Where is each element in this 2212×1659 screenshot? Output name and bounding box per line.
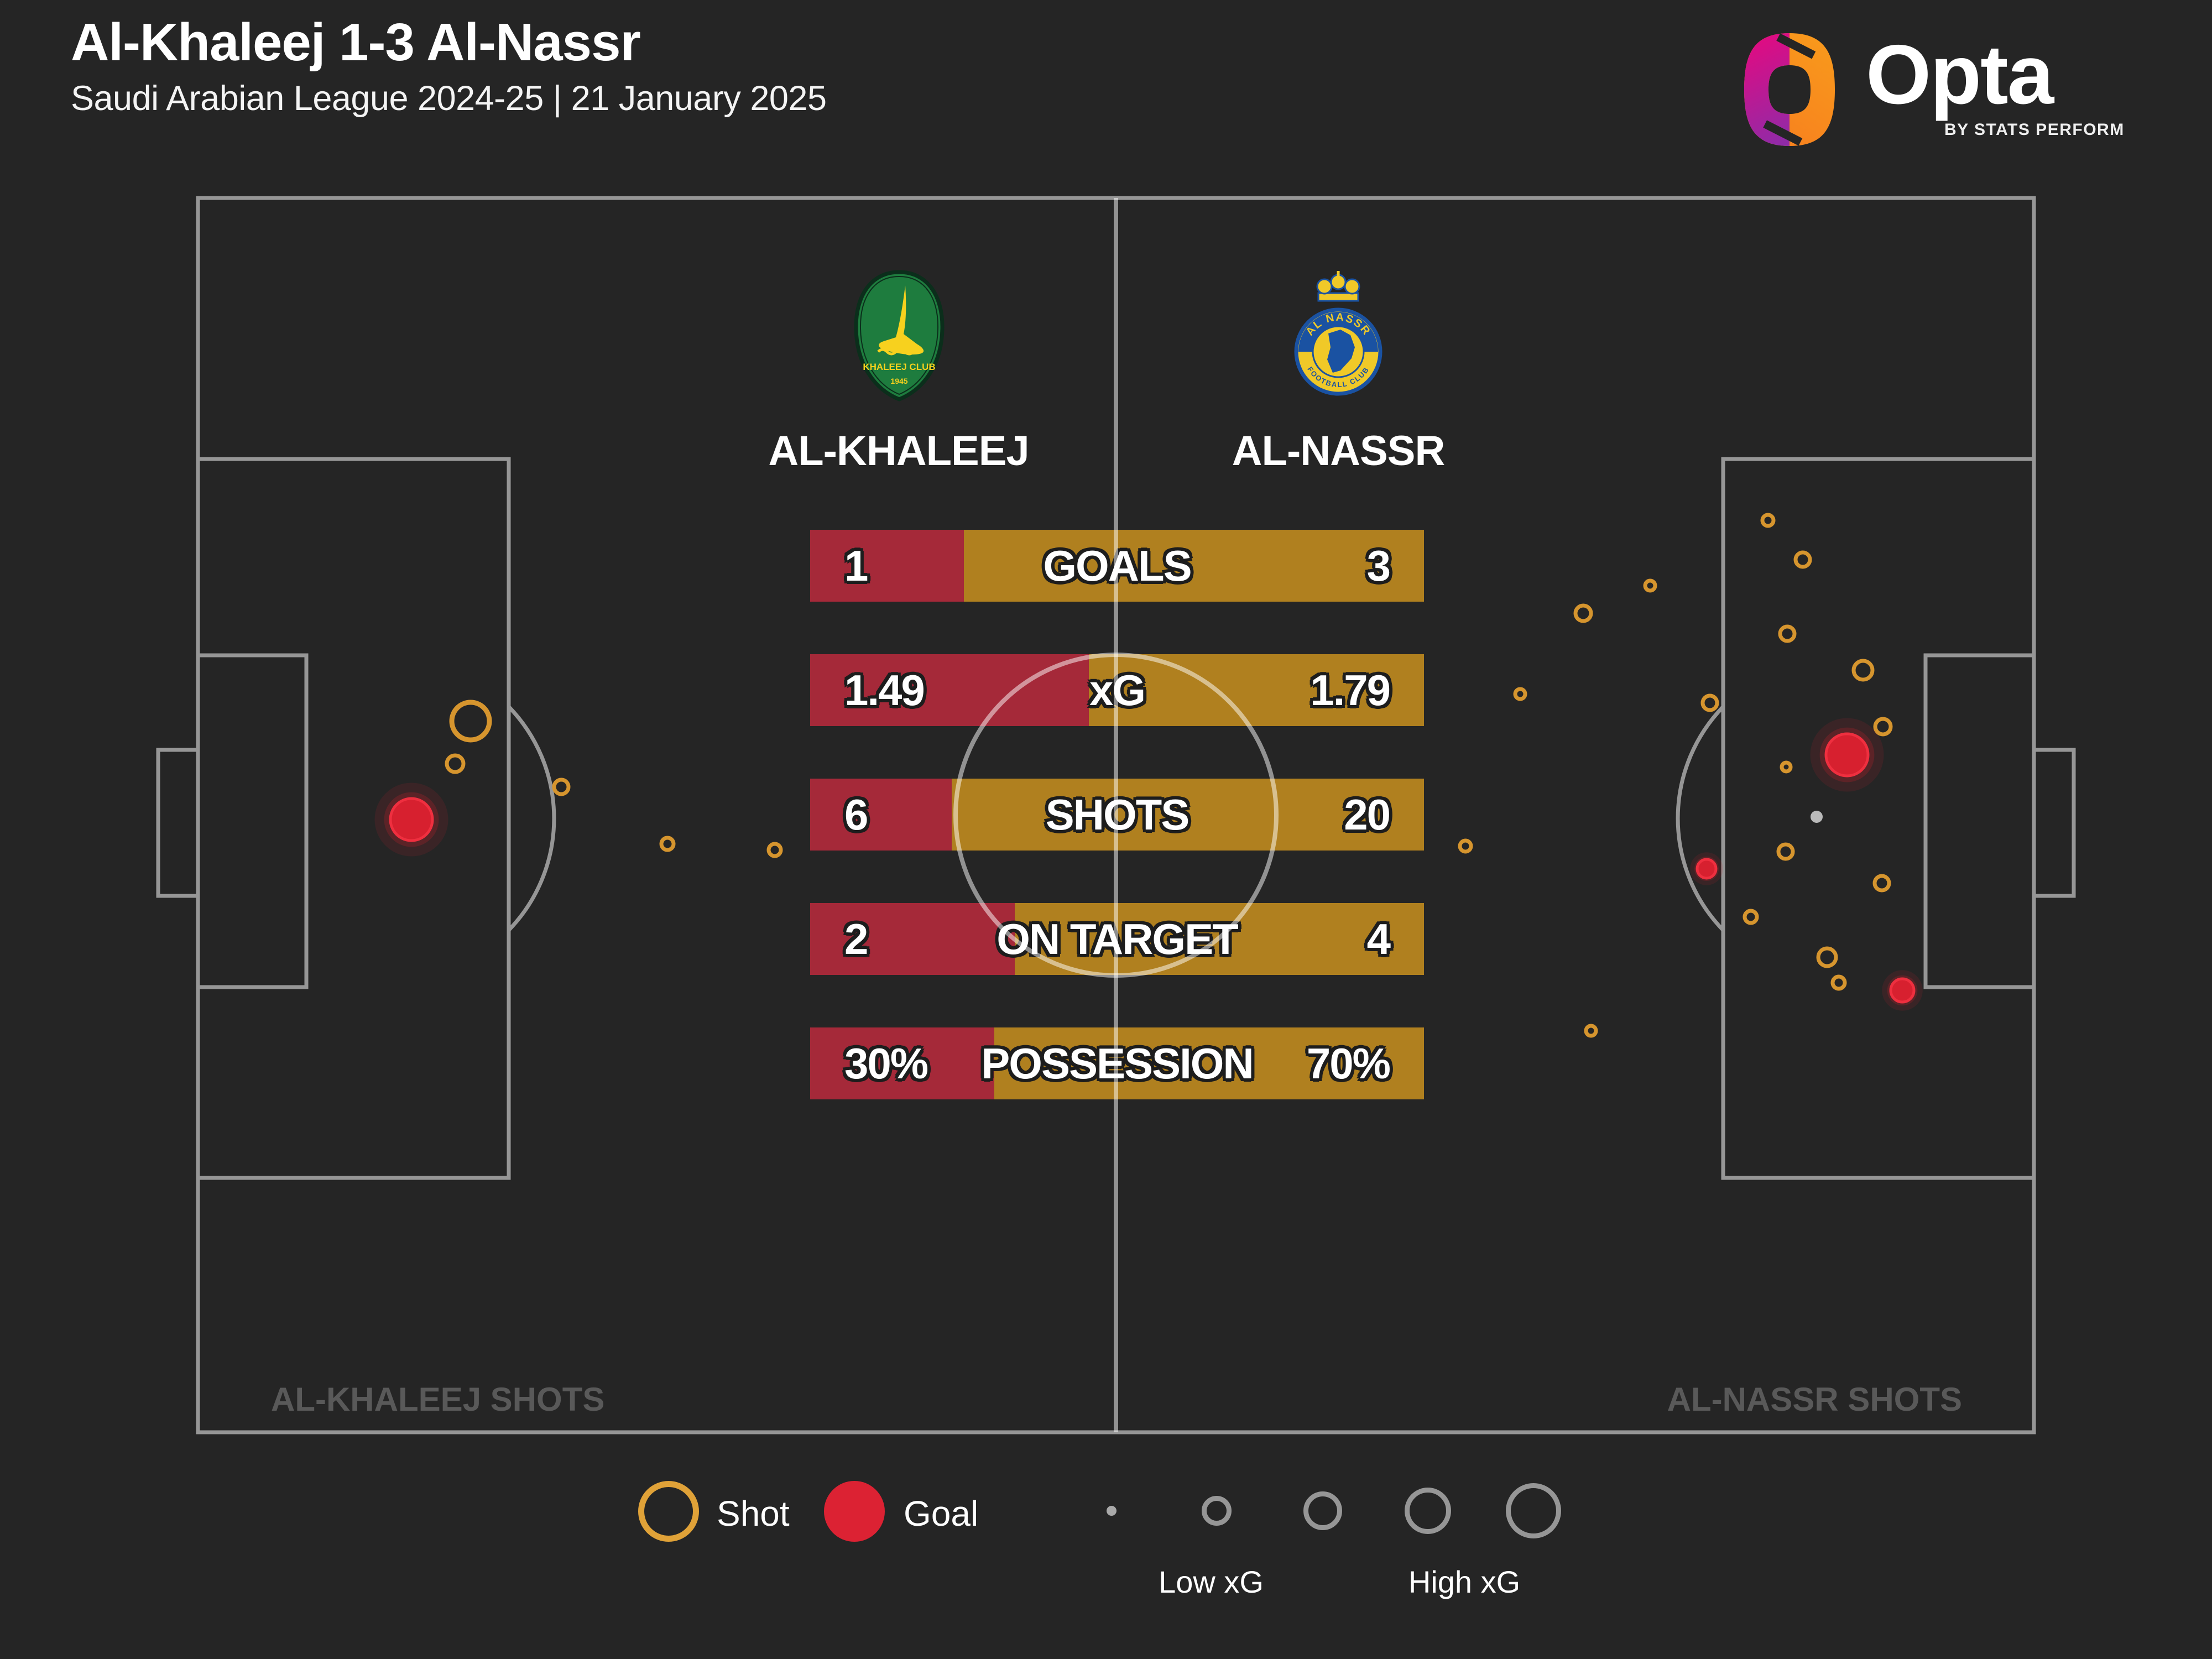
stat-row-shots: 6 SHOTS 20	[810, 779, 1424, 851]
stat-home-value: 30%	[844, 1039, 928, 1088]
stat-row-xg: 1.49 xG 1.79	[810, 654, 1424, 726]
six-yard-box-left	[196, 653, 309, 989]
stat-home-value: 1.49	[844, 665, 925, 714]
home-shots-label: AL-KHALEEJ SHOTS	[271, 1381, 605, 1418]
al-nassr-goals	[1690, 718, 1923, 1011]
stat-away-value: 70%	[1306, 1039, 1391, 1088]
stat-home-value: 6	[844, 790, 868, 839]
away-team-badge-icon: AL NASSR FOOTBALL CLUB	[1294, 271, 1383, 396]
al-khaleej-goals	[374, 782, 448, 857]
crown-icon	[1316, 271, 1360, 302]
opta-wordmark: Opta BY STATS PERFORM	[1866, 28, 2125, 139]
xg-size-dot-1	[1107, 1506, 1117, 1516]
xg-size-dot-3	[1303, 1491, 1342, 1530]
six-yard-box-right	[1923, 653, 2036, 989]
stat-home-fill	[810, 1027, 994, 1099]
stat-row-possession: 30% POSSESSION 70%	[810, 1027, 1424, 1099]
legend-shot-label: Shot	[717, 1494, 790, 1533]
xg-size-dot-5	[1506, 1483, 1561, 1538]
falcon-icon	[879, 285, 924, 355]
goal-left	[156, 748, 200, 898]
stat-home-fill	[810, 530, 964, 602]
stat-row-goals: 1 GOALS 3	[810, 530, 1424, 602]
away-shots-label: AL-NASSR SHOTS	[1667, 1381, 1962, 1418]
stat-away-value: 4	[1366, 914, 1391, 963]
opta-logo: Opta BY STATS PERFORM	[1742, 28, 2125, 148]
stat-label: ON TARGET	[997, 914, 1239, 963]
low-xg-label: Low xG	[1159, 1564, 1264, 1599]
xg-size-dot-2	[1202, 1496, 1232, 1526]
page-title: Al-Khaleej 1-3 Al-Nassr	[71, 13, 641, 72]
stat-row-on-target: 2 ON TARGET 4	[810, 903, 1424, 975]
legend-goal-icon	[824, 1481, 885, 1542]
home-team-name: AL-KHALEEJ	[768, 427, 1029, 474]
home-badge-text: KHALEEJ CLUB	[863, 362, 935, 372]
penalty-area-left	[196, 457, 511, 1180]
opta-tagline: BY STATS PERFORM	[1944, 120, 2125, 139]
stat-home-value: 1	[844, 541, 868, 590]
stat-away-value: 20	[1344, 790, 1391, 839]
home-team-badge-icon: KHALEEJ CLUB 1945	[854, 270, 945, 401]
opta-o-icon	[1744, 33, 1835, 146]
away-team-name: AL-NASSR	[1232, 427, 1446, 474]
goal-right	[2032, 748, 2076, 898]
stat-home-value: 2	[844, 914, 868, 963]
penalty-arc-left	[507, 705, 556, 932]
penalty-arc-right	[1676, 705, 1725, 932]
penalty-area-right	[1721, 457, 2036, 1180]
legend-goal-label: Goal	[904, 1494, 979, 1533]
al-khaleej-shots	[445, 700, 783, 858]
xg-size-dot-4	[1405, 1488, 1451, 1534]
stat-away-value: 3	[1366, 541, 1391, 590]
stat-label: GOALS	[1043, 541, 1192, 590]
header: Al-Khaleej 1-3 Al-Nassr Saudi Arabian Le…	[71, 12, 827, 118]
penalty-spot-right	[1811, 811, 1823, 823]
stat-label: SHOTS	[1045, 790, 1190, 839]
page-subtitle: Saudi Arabian League 2024-25 | 21 Januar…	[71, 79, 827, 118]
stat-home-fill	[810, 779, 952, 851]
high-xg-label: High xG	[1408, 1564, 1521, 1599]
stat-away-value: 1.79	[1310, 665, 1391, 714]
opta-name: Opta	[1866, 28, 2054, 122]
legend-shot-icon	[638, 1481, 699, 1542]
al-nassr-shots	[1458, 513, 1893, 1038]
peninsula-icon	[1327, 330, 1355, 373]
home-badge-year: 1945	[890, 377, 907, 385]
